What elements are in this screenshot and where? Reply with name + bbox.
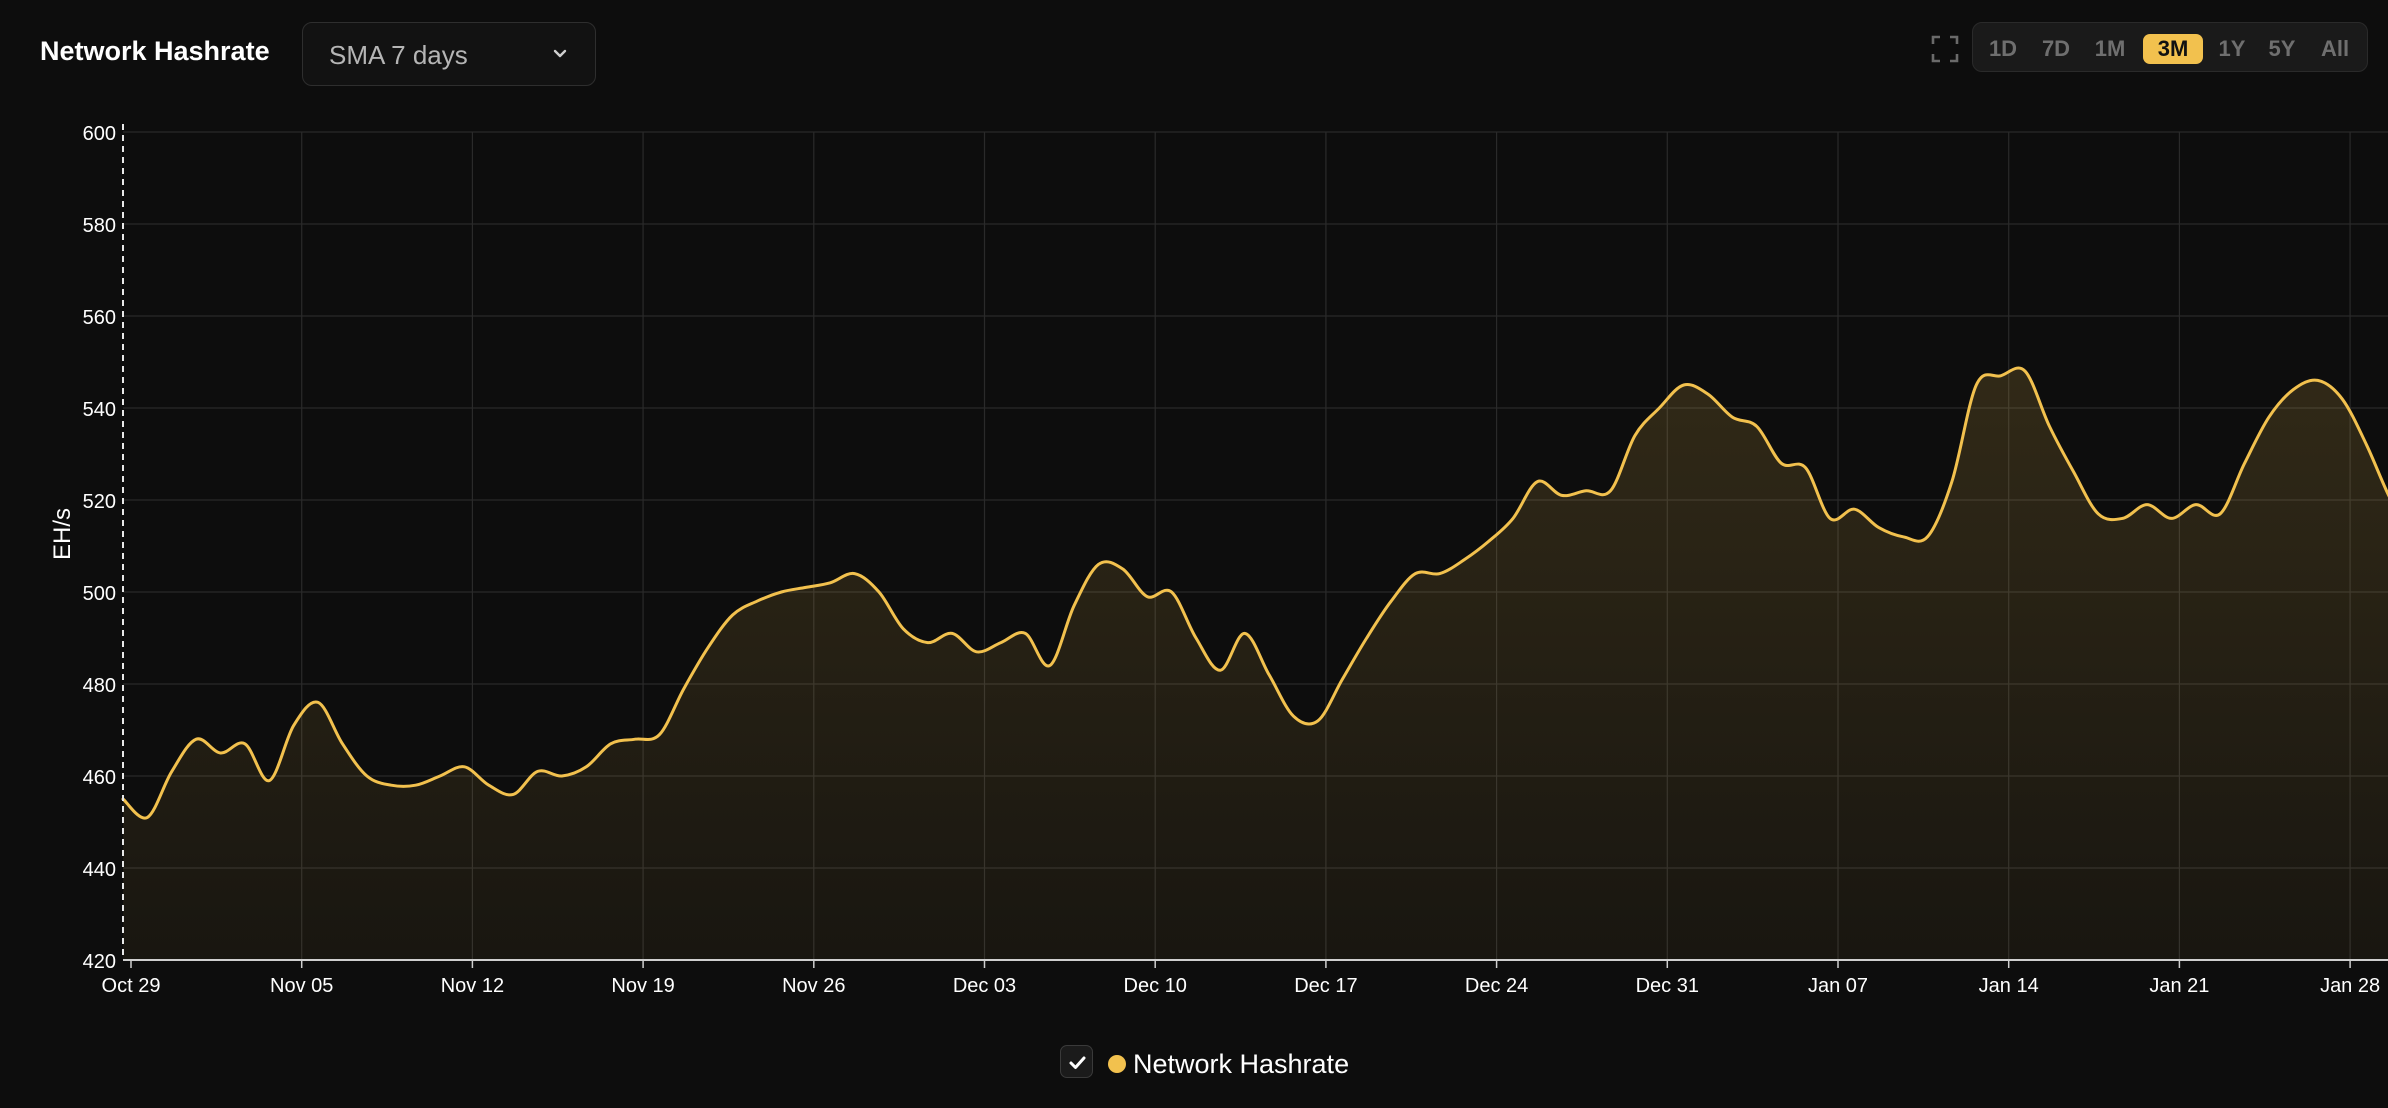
y-tick-label: 560 bbox=[83, 307, 116, 329]
x-tick-label: Nov 19 bbox=[611, 975, 674, 997]
x-tick-label: Nov 12 bbox=[441, 975, 504, 997]
hashrate-chart: 420 440 460 480 500 520 540 560 580 600 Oct 29 Nov … bbox=[49, 123, 2388, 997]
x-tick-label: Jan 07 bbox=[1808, 975, 1868, 997]
y-tick-label: 600 bbox=[83, 123, 116, 145]
y-axis-label: EH/s bbox=[49, 508, 76, 560]
x-tick-label: Jan 21 bbox=[2149, 975, 2209, 997]
x-tick-label: Jan 14 bbox=[1979, 975, 2039, 997]
series-area-fill bbox=[123, 368, 2388, 960]
y-tick-label: 440 bbox=[83, 859, 116, 881]
y-tick-label: 460 bbox=[83, 767, 116, 789]
range-button-5y[interactable]: 5Y bbox=[2268, 36, 2296, 61]
y-tick-label: 480 bbox=[83, 675, 116, 697]
chart-title: Network Hashrate bbox=[40, 36, 270, 66]
range-button-1y[interactable]: 1Y bbox=[2218, 36, 2246, 61]
range-button-1d[interactable]: 1D bbox=[1988, 36, 2018, 61]
legend-label: Network Hashrate bbox=[1133, 1049, 1350, 1079]
sma-period-value: SMA 7 days bbox=[329, 40, 468, 70]
y-tick-label: 580 bbox=[83, 215, 116, 237]
y-tick-label: 520 bbox=[83, 491, 116, 513]
x-tick-label: Nov 05 bbox=[270, 975, 333, 997]
x-tick-label: Dec 24 bbox=[1465, 975, 1528, 997]
y-tick-label: 540 bbox=[83, 399, 116, 421]
x-tick-label: Dec 10 bbox=[1124, 975, 1187, 997]
fullscreen-icon[interactable] bbox=[1931, 35, 1959, 63]
chevron-down-icon bbox=[553, 49, 567, 58]
x-tick-label: Oct 29 bbox=[102, 975, 161, 997]
range-button-3m[interactable]: 3M bbox=[2143, 34, 2203, 64]
x-tick-label: Dec 31 bbox=[1636, 975, 1699, 997]
x-tick-label: Nov 26 bbox=[782, 975, 845, 997]
range-button-1m[interactable]: 1M bbox=[2094, 36, 2126, 61]
series-line-network-hashrate bbox=[121, 366, 2388, 820]
y-tick-label: 500 bbox=[83, 583, 116, 605]
check-icon bbox=[1069, 1056, 1086, 1069]
x-tick-label: Jan 28 bbox=[2320, 975, 2380, 997]
time-range-selector: 1D 7D 1M 3M 1Y 5Y All bbox=[1972, 22, 2368, 72]
x-tick-label: Dec 03 bbox=[953, 975, 1016, 997]
sma-period-select[interactable]: SMA 7 days bbox=[302, 22, 596, 86]
x-tick-label: Dec 17 bbox=[1294, 975, 1357, 997]
range-button-7d[interactable]: 7D bbox=[2041, 36, 2071, 61]
legend-color-dot bbox=[1108, 1055, 1126, 1073]
y-tick-label: 420 bbox=[83, 951, 116, 973]
range-button-all[interactable]: All bbox=[2320, 36, 2350, 61]
legend-checkbox[interactable] bbox=[1060, 1045, 1093, 1078]
